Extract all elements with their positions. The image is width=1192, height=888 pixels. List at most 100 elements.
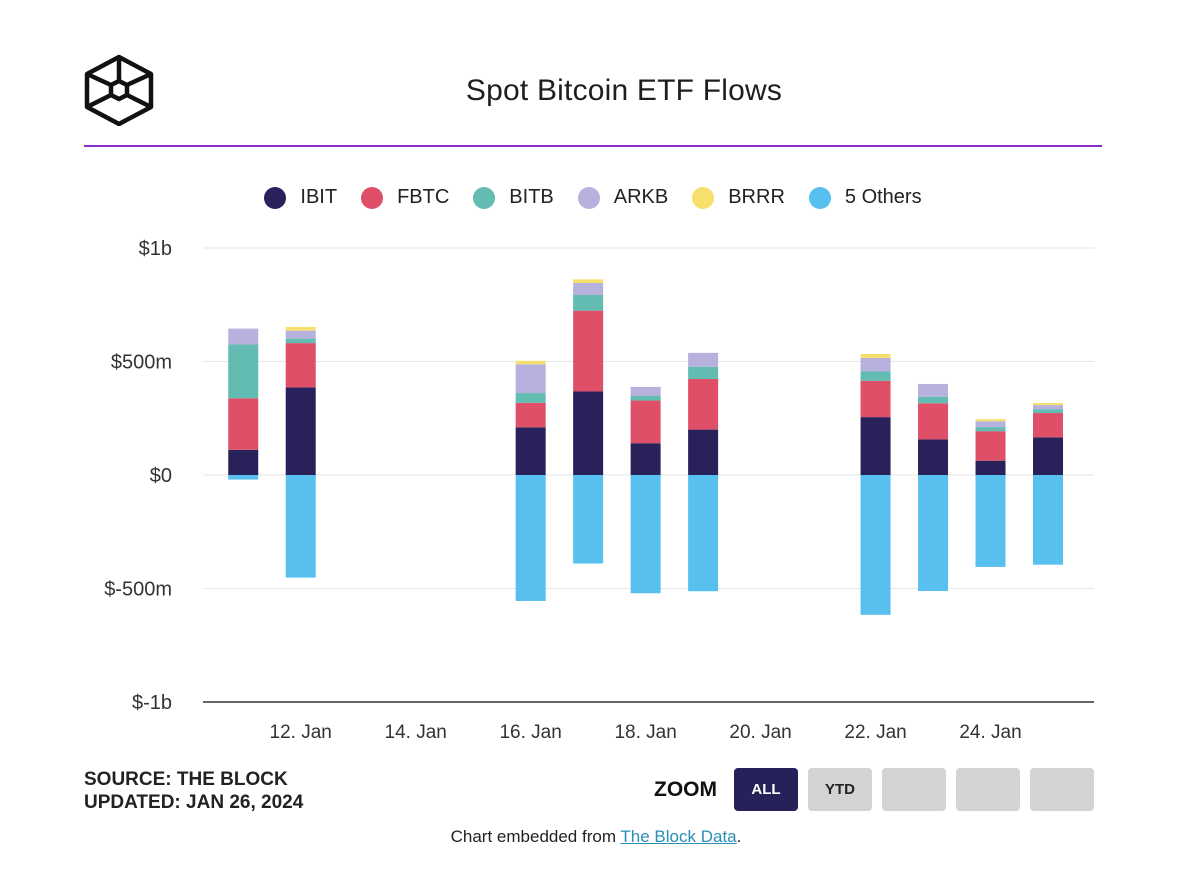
zoom-button-3[interactable] (882, 768, 946, 811)
chart-title: Spot Bitcoin ETF Flows (465, 74, 783, 107)
bar-fbtc-22[interactable] (860, 380, 891, 418)
x-tick-label: 22. Jan (844, 722, 906, 743)
bar-fbtc-17[interactable] (573, 310, 604, 392)
bar-fbtc-24[interactable] (975, 431, 1006, 461)
bar-ibit-23[interactable] (918, 439, 949, 475)
zoom-button-4[interactable] (956, 768, 1020, 811)
legend-item-brrr[interactable]: BRRR (692, 186, 785, 209)
bar-fbtc-12[interactable] (285, 343, 316, 388)
bar-bitb-17[interactable] (573, 294, 604, 311)
bar-chart: $1b $500m $0 $-500m $-1b 12. Jan 14. Jan 16. Ja… (104, 238, 1094, 743)
bar-ibit-16[interactable] (515, 427, 546, 475)
legend-label: BRRR (728, 186, 785, 208)
bar-fbtc-25[interactable] (1033, 413, 1064, 438)
legend-swatch (577, 186, 600, 209)
bar-ibit-22[interactable] (860, 417, 891, 475)
chart-legend: IBIT FBTC BITB ARKB BRRR 5 Others (0, 186, 1192, 209)
bar-fbtc-18[interactable] (630, 400, 661, 444)
bar-brrr-22[interactable] (860, 354, 891, 358)
legend-item-fbtc[interactable]: FBTC (361, 186, 449, 209)
bar-others-22[interactable] (860, 475, 891, 615)
legend-item-others[interactable]: 5 Others (808, 186, 922, 209)
bar-ibit-24[interactable] (975, 460, 1006, 475)
bar-others-25[interactable] (1033, 475, 1064, 565)
bar-arkb-17[interactable] (573, 282, 604, 295)
legend-label: FBTC (397, 186, 450, 208)
legend-label: BITB (509, 186, 554, 208)
y-tick-label: $-500m (104, 579, 172, 601)
zoom-ytd-button[interactable]: YTD (808, 768, 872, 811)
bar-fbtc-16[interactable] (515, 402, 546, 428)
legend-item-ibit[interactable]: IBIT (264, 186, 337, 209)
the-block-logo (84, 54, 154, 126)
bar-arkb-24[interactable] (975, 421, 1006, 428)
bar-bitb-19[interactable] (688, 366, 719, 379)
bar-others-12[interactable] (285, 475, 316, 578)
bar-ibit-17[interactable] (573, 391, 604, 475)
bar-others-19[interactable] (688, 475, 719, 592)
legend-label: IBIT (300, 186, 338, 208)
bar-others-17[interactable] (573, 475, 604, 564)
bar-bitb-23[interactable] (918, 396, 949, 404)
bar-ibit-12[interactable] (285, 387, 316, 475)
bar-others-24[interactable] (975, 475, 1006, 567)
bar-bitb-25[interactable] (1033, 409, 1064, 414)
zoom-all-button[interactable]: ALL (734, 768, 798, 811)
bar-fbtc-19[interactable] (688, 378, 719, 430)
bar-arkb-25[interactable] (1033, 405, 1064, 410)
y-tick-label: $500m (111, 352, 172, 374)
legend-item-bitb[interactable]: BITB (473, 186, 554, 209)
bar-arkb-16[interactable] (515, 364, 546, 394)
bar-ibit-11[interactable] (228, 449, 259, 475)
y-tick-label: $-1b (132, 692, 172, 714)
bar-brrr-17[interactable] (573, 279, 604, 283)
legend-swatch (808, 186, 831, 209)
bar-arkb-23[interactable] (918, 383, 949, 397)
zoom-button-5[interactable] (1030, 768, 1094, 811)
bar-brrr-16[interactable] (515, 360, 546, 365)
x-tick-label: 20. Jan (729, 722, 791, 743)
legend-swatch (473, 186, 496, 209)
bar-bitb-11[interactable] (228, 344, 259, 399)
zoom-label: ZOOM (654, 777, 717, 801)
bar-arkb-19[interactable] (688, 352, 719, 367)
bar-arkb-11[interactable] (228, 328, 259, 345)
bar-bitb-22[interactable] (860, 371, 891, 381)
legend-item-arkb[interactable]: ARKB (577, 186, 669, 209)
bar-bitb-24[interactable] (975, 427, 1006, 432)
legend-swatch (361, 186, 384, 209)
bar-brrr-25[interactable] (1033, 403, 1064, 406)
block-data-link[interactable]: The Block Data (620, 827, 737, 846)
x-tick-label: 18. Jan (614, 722, 676, 743)
legend-swatch (692, 186, 715, 209)
legend-label: ARKB (613, 186, 669, 208)
bar-brrr-24[interactable] (975, 419, 1006, 422)
bar-arkb-12[interactable] (285, 330, 316, 339)
source-line: SOURCE: THE BLOCK (84, 769, 288, 790)
bar-bitb-18[interactable] (630, 396, 661, 401)
y-tick-label: $0 (150, 465, 172, 487)
x-tick-label: 24. Jan (959, 722, 1021, 743)
bar-others-16[interactable] (515, 475, 546, 601)
embed-note: Chart embedded from The Block Data. (0, 827, 1192, 847)
bar-fbtc-11[interactable] (228, 398, 259, 450)
bar-ibit-25[interactable] (1033, 437, 1064, 475)
bar-ibit-19[interactable] (688, 429, 719, 475)
bar-bitb-16[interactable] (515, 393, 546, 403)
bar-arkb-18[interactable] (630, 386, 661, 397)
bar-arkb-22[interactable] (860, 357, 891, 372)
bar-others-18[interactable] (630, 475, 661, 594)
bar-fbtc-23[interactable] (918, 403, 949, 440)
legend-label: 5 Others (844, 186, 922, 208)
bar-others-11[interactable] (228, 475, 259, 480)
title-divider (84, 145, 1102, 147)
x-tick-label: 16. Jan (499, 722, 561, 743)
embed-suffix: . (736, 827, 742, 846)
source-note: SOURCE: THE BLOCK UPDATED: JAN 26, 2024 (84, 768, 303, 814)
x-tick-label: 12. Jan (270, 722, 332, 743)
bar-brrr-12[interactable] (285, 326, 316, 331)
bar-ibit-18[interactable] (630, 443, 661, 475)
bars (228, 279, 1064, 615)
bar-bitb-12[interactable] (285, 338, 316, 344)
bar-others-23[interactable] (918, 475, 949, 591)
